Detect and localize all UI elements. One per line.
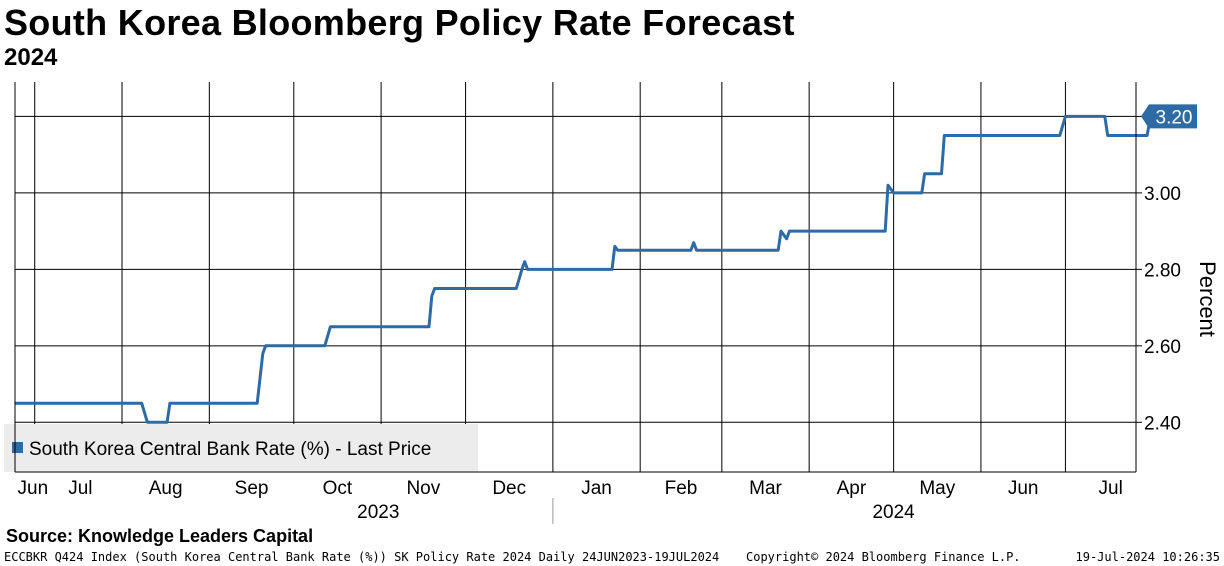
series-line — [15, 114, 1154, 424]
x-tick-label: Mar — [749, 478, 782, 499]
x-tick-label: May — [919, 478, 955, 499]
legend-box — [4, 424, 478, 472]
x-year-label: 2023 — [357, 502, 399, 523]
x-tick-label: Jul — [1099, 478, 1123, 499]
y-axis-title: Percent — [1195, 261, 1220, 337]
x-tick-label: Nov — [406, 478, 440, 499]
x-tick-label: Sep — [235, 478, 269, 499]
footer-timestamp: 19-Jul-2024 10:26:35 — [1075, 550, 1221, 564]
chart-title: South Korea Bloomberg Policy Rate Foreca… — [4, 2, 795, 43]
x-tick-label: Jun — [18, 478, 49, 499]
legend-swatch — [12, 442, 23, 453]
last-value-label: 3.20 — [1156, 107, 1193, 128]
last-value-marker: 3.20 — [1141, 104, 1197, 128]
last-value-badge — [1141, 104, 1197, 129]
x-year-label: 2024 — [872, 502, 915, 523]
x-tick-label: Jun — [1008, 478, 1039, 499]
legend-label: South Korea Central Bank Rate (%) - Last… — [29, 439, 431, 460]
x-tick-label: Feb — [665, 478, 698, 499]
x-tick-label: Aug — [149, 478, 183, 499]
source-note: Source: Knowledge Leaders Capital — [6, 526, 314, 546]
grid-lines — [15, 82, 1136, 472]
x-tick-label: Oct — [323, 478, 353, 499]
x-tick-label: Jul — [68, 478, 92, 499]
y-tick-label: 2.60 — [1144, 337, 1181, 358]
y-tick-label: 2.40 — [1144, 413, 1181, 434]
x-tick-label: Jan — [581, 478, 612, 499]
x-tick-label: Apr — [837, 478, 867, 499]
y-tick-label: 2.80 — [1144, 260, 1181, 281]
footer-ticker: ECCBKR Q424 Index (South Korea Central B… — [4, 550, 720, 564]
footer-copyright: Copyright© 2024 Bloomberg Finance L.P. — [746, 550, 1021, 564]
y-tick-label: 3.00 — [1144, 184, 1181, 205]
series-layer — [15, 114, 1154, 424]
chart-subtitle: 2024 — [4, 44, 58, 71]
x-tick-label: Dec — [492, 478, 526, 499]
